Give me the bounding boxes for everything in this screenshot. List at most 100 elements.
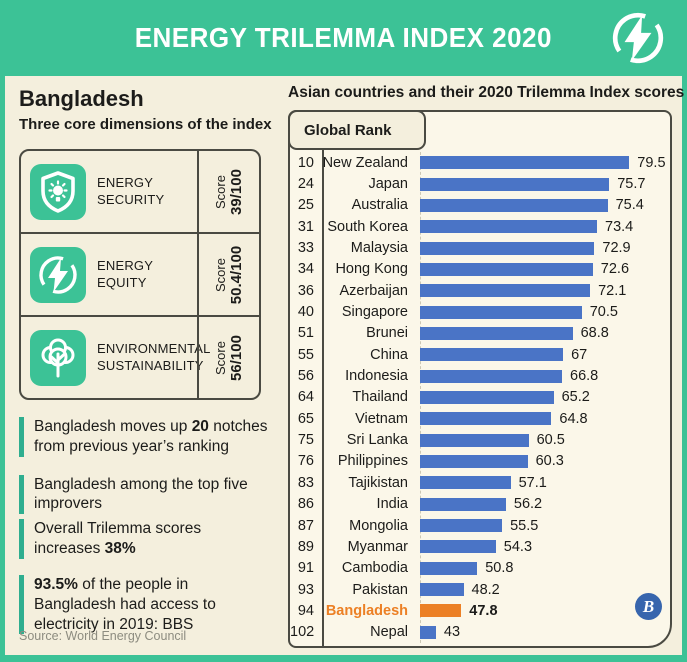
- fact-item: 93.5% of the people in Bangladesh had ac…: [19, 574, 271, 635]
- rank-value: 55: [297, 346, 314, 363]
- score-bar: [420, 412, 552, 426]
- country-label: Mongolia: [349, 517, 408, 534]
- score-bar: [420, 476, 511, 490]
- chart-row: 91 Cambodia 50.8: [290, 558, 668, 579]
- rank-value: 25: [297, 197, 314, 214]
- chart-row: 65 Vietnam 64.8: [290, 408, 668, 429]
- score-bar: [420, 540, 496, 554]
- score-bar: [420, 305, 582, 319]
- chart-row: 75 Sri Lanka 60.5: [290, 429, 668, 450]
- score-bar: [420, 284, 591, 298]
- dimension-row-energy-security: ENERGY SECURITY Score 39/100: [21, 151, 259, 234]
- score-bar: [420, 390, 554, 404]
- rank-value: 65: [297, 410, 314, 427]
- country-label: Brunei: [366, 325, 408, 342]
- chart-row: 33 Malaysia 72.9: [290, 237, 668, 258]
- chart-row: 89 Myanmar 54.3: [290, 536, 668, 557]
- country-label: Vietnam: [355, 410, 408, 427]
- country-label: New Zealand: [322, 154, 408, 171]
- chart-title: Asian countries and their 2020 Trilemma …: [288, 84, 685, 101]
- facts-list: Bangladesh moves up 20 notches from prev…: [19, 417, 271, 635]
- score-value: 75.7: [617, 176, 646, 193]
- dimension-score-cell: Score 56/100: [197, 317, 259, 398]
- country-label: Sri Lanka: [346, 432, 408, 449]
- country-label: Malaysia: [350, 240, 408, 257]
- rank-value: 86: [297, 496, 314, 513]
- score-value: 56.2: [513, 496, 543, 513]
- rank-divider-line: [322, 150, 324, 646]
- country-label: Thailand: [352, 389, 408, 406]
- rank-value: 102: [290, 624, 315, 641]
- chart-row: 76 Philippines 60.3: [290, 451, 668, 472]
- score-bar: [420, 326, 573, 340]
- left-subtitle: Three core dimensions of the index: [19, 116, 272, 133]
- score-value: 60.5: [536, 432, 565, 449]
- score-value: 55.5: [510, 517, 539, 534]
- score-value: 73.4: [605, 218, 634, 235]
- score-value: 65.2: [561, 389, 590, 406]
- score-value: 48.2: [471, 581, 500, 598]
- rank-value: 76: [297, 453, 314, 470]
- rank-value: 31: [297, 218, 314, 235]
- score-bar: [420, 625, 436, 639]
- fact-item: Bangladesh among the top five improvers: [19, 474, 271, 515]
- score-bar: [420, 177, 610, 191]
- score-value: 79.5: [637, 154, 666, 171]
- chart-row: 55 China 67: [290, 344, 668, 365]
- score-bar: [420, 454, 528, 468]
- page-title: ENERGY TRILEMMA INDEX 2020: [134, 22, 553, 53]
- source-note: Source: World Energy Council: [19, 629, 187, 643]
- dimension-score: Score 39/100: [212, 168, 245, 215]
- rank-value: 34: [297, 261, 314, 278]
- rank-value: 87: [297, 517, 314, 534]
- fact-item: Overall Trilemma scores increases 38%: [19, 519, 271, 559]
- dimension-label: ENERGY SECURITY: [97, 174, 165, 207]
- score-value: 68.8: [580, 325, 609, 342]
- chart-row: 87 Mongolia 55.5: [290, 515, 668, 536]
- dimension-score: Score 56/100: [212, 334, 245, 381]
- dimension-label: ENVIRONMENTAL SUSTAINABILITY: [97, 340, 211, 373]
- chart-box: Global Rank 10 New Zealand 79.5 24 Japan 75.7…: [288, 110, 672, 648]
- dimension-label: ENERGY EQUITY: [97, 257, 153, 290]
- country-label: Australia: [351, 197, 408, 214]
- score-value: 66.8: [570, 368, 599, 385]
- score-value: 60.3: [535, 453, 564, 470]
- rank-value: 36: [297, 282, 314, 299]
- logo-letter: B: [642, 596, 655, 616]
- country-label: Philippines: [337, 453, 408, 470]
- score-value: 72.9: [602, 240, 631, 257]
- score-value: 64.8: [559, 410, 588, 427]
- global-rank-header: Global Rank: [288, 110, 426, 150]
- score-bar: [420, 262, 593, 276]
- score-value: 75.4: [615, 197, 644, 214]
- score-value: 50.8: [485, 560, 514, 577]
- rank-value: 24: [297, 176, 314, 193]
- country-label: India: [376, 496, 408, 513]
- score-bar: [420, 369, 562, 383]
- country-label: Hong Kong: [335, 261, 408, 278]
- country-title: Bangladesh: [19, 86, 144, 111]
- country-label: Myanmar: [347, 538, 408, 555]
- dimension-score-cell: Score 39/100: [197, 151, 259, 232]
- score-bar: [420, 497, 506, 511]
- chart-row: 24 Japan 75.7: [290, 173, 668, 194]
- score-value: 72.1: [598, 282, 627, 299]
- score-bar: [420, 583, 464, 597]
- chart-row: 10 New Zealand 79.5: [290, 152, 668, 173]
- lightning-circle-icon: [609, 9, 667, 67]
- rank-value: 91: [297, 560, 314, 577]
- score-bar: [420, 220, 597, 234]
- rank-value: 93: [297, 581, 314, 598]
- chart-row: 36 Azerbaijan 72.1: [290, 280, 668, 301]
- score-bar: [420, 561, 478, 575]
- shield-bulb-icon: [30, 163, 86, 220]
- rank-value: 56: [297, 368, 314, 385]
- country-label: Singapore: [341, 304, 408, 321]
- score-bar: [420, 156, 630, 170]
- chart-row: 56 Indonesia 66.8: [290, 365, 668, 386]
- left-panel: Bangladesh Three core dimensions of the …: [5, 76, 283, 655]
- chart-row: 93 Pakistan 48.2: [290, 579, 668, 600]
- score-bar: [420, 519, 503, 533]
- right-panel: Asian countries and their 2020 Trilemma …: [283, 76, 685, 655]
- chart-row: 94 Bangladesh 47.8: [290, 600, 668, 621]
